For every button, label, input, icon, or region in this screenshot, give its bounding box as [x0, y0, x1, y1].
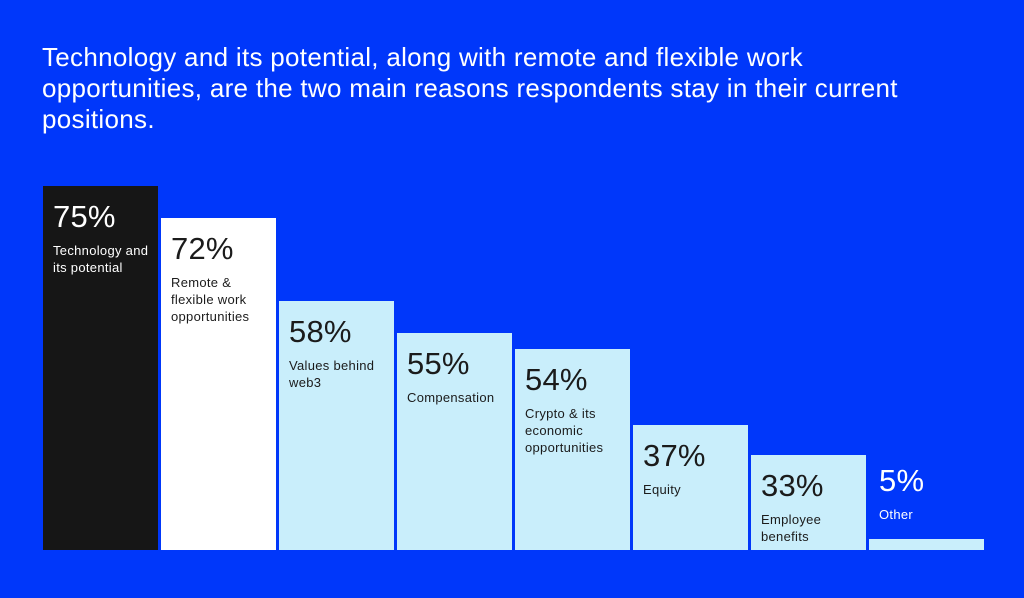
bar-category-technology-and-its-potential: Technology and its potential	[53, 243, 149, 275]
bar-remote-flexible-work-opportunities: 72% Remote & flexible work opportunities	[161, 218, 276, 550]
bar-values-behind-web3: 58% Values behind web3	[279, 301, 394, 550]
bar-value-technology-and-its-potential: 75%	[53, 199, 116, 234]
bar-value-values-behind-web3: 58%	[289, 314, 352, 349]
bar-category-compensation: Compensation	[407, 390, 495, 405]
bar-technology-and-its-potential: 75% Technology and its potential	[43, 186, 158, 550]
bar-label-group-technology-and-its-potential: 75% Technology and its potential	[43, 186, 158, 276]
bar-label-group-equity: 37% Equity	[633, 425, 748, 498]
bar-label-group-values-behind-web3: 58% Values behind web3	[279, 301, 394, 391]
bar-label-group-remote-flexible-work-opportunities: 72% Remote & flexible work opportunities	[161, 218, 276, 325]
chart-title: Technology and its potential, along with…	[42, 42, 898, 134]
bar-value-other: 5%	[879, 463, 925, 498]
bar-other	[869, 539, 984, 550]
bar-crypto-economic-opportunities: 54% Crypto & its economic opportunities	[515, 349, 630, 550]
bar-category-values-behind-web3: Values behind web3	[289, 358, 375, 390]
bar-compensation: 55% Compensation	[397, 333, 512, 550]
bar-category-remote-flexible-work-opportunities: Remote & flexible work opportunities	[171, 275, 250, 324]
bar-label-group-crypto-economic-opportunities: 54% Crypto & its economic opportunities	[515, 349, 630, 456]
bar-value-equity: 37%	[643, 438, 706, 473]
bar-label-group-employee-benefits: 33% Employee benefits	[751, 455, 866, 545]
bar-value-remote-flexible-work-opportunities: 72%	[171, 231, 234, 266]
bar-value-crypto-economic-opportunities: 54%	[525, 362, 588, 397]
bar-category-crypto-economic-opportunities: Crypto & its economic opportunities	[525, 406, 604, 455]
bar-employee-benefits: 33% Employee benefits	[751, 455, 866, 550]
bar-label-group-other: 5% Other	[869, 464, 984, 523]
bar-label-group-compensation: 55% Compensation	[397, 333, 512, 406]
bar-category-employee-benefits: Employee benefits	[761, 512, 822, 544]
bar-equity: 37% Equity	[633, 425, 748, 550]
bar-value-compensation: 55%	[407, 346, 470, 381]
bar-chart: 75% Technology and its potential 72% Remote…	[43, 186, 984, 550]
bar-category-other: Other	[879, 507, 914, 522]
bar-category-equity: Equity	[643, 482, 681, 497]
bar-value-employee-benefits: 33%	[761, 468, 824, 503]
